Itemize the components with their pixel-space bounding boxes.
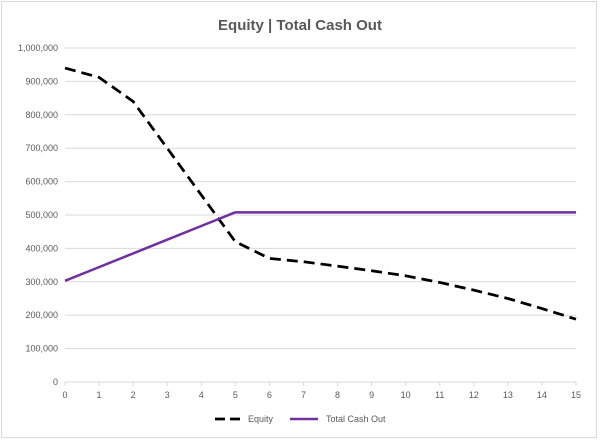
x-tick-label: 13 bbox=[503, 390, 513, 400]
y-tick-label: 800,000 bbox=[25, 110, 58, 120]
series-line-total-cash-out bbox=[64, 211, 576, 282]
x-tick-label: 0 bbox=[62, 390, 67, 400]
legend: Equity Total Cash Out bbox=[215, 414, 386, 424]
y-tick-label: 400,000 bbox=[25, 243, 58, 253]
y-tick-label: 0 bbox=[53, 377, 58, 387]
series-line-equity bbox=[64, 66, 577, 321]
legend-item-equity: Equity bbox=[215, 414, 274, 424]
y-tick-label: 700,000 bbox=[25, 143, 58, 153]
x-tick-label: 5 bbox=[233, 390, 238, 400]
x-tick-label: 6 bbox=[267, 390, 272, 400]
gridlines bbox=[65, 47, 576, 350]
y-tick-label: 200,000 bbox=[25, 310, 58, 320]
series-lines bbox=[64, 66, 577, 321]
y-tick-label: 600,000 bbox=[25, 177, 58, 187]
x-tick-label: 11 bbox=[435, 390, 444, 400]
y-tick-label: 100,000 bbox=[25, 344, 58, 354]
x-axis-tick-labels: 0 1 2 3 4 5 6 7 8 9 10 11 12 13 14 15 bbox=[62, 390, 581, 400]
axes bbox=[64, 381, 577, 386]
legend-item-total-cash-out: Total Cash Out bbox=[290, 414, 386, 424]
y-axis-tick-labels: 0 100,000 200,000 300,000 400,000 500,000 600,… bbox=[18, 43, 58, 387]
x-tick-label: 7 bbox=[301, 390, 306, 400]
x-tick-label: 8 bbox=[335, 390, 340, 400]
y-tick-label: 1,000,000 bbox=[18, 43, 58, 53]
x-tick-label: 2 bbox=[131, 390, 136, 400]
x-tick-label: 14 bbox=[537, 390, 547, 400]
x-tick-label: 10 bbox=[401, 390, 411, 400]
x-tick-label: 1 bbox=[97, 390, 102, 400]
x-tick-label: 3 bbox=[165, 390, 170, 400]
y-tick-label: 300,000 bbox=[25, 277, 58, 287]
x-tick-label: 9 bbox=[369, 390, 374, 400]
legend-label: Equity bbox=[248, 414, 274, 424]
x-tick-label: 4 bbox=[199, 390, 204, 400]
legend-label: Total Cash Out bbox=[326, 414, 386, 424]
x-tick-label: 15 bbox=[571, 390, 581, 400]
chart-title: Equity | Total Cash Out bbox=[218, 17, 382, 34]
y-tick-label: 900,000 bbox=[25, 76, 58, 86]
y-tick-label: 500,000 bbox=[25, 210, 58, 220]
x-tick-label: 12 bbox=[469, 390, 479, 400]
